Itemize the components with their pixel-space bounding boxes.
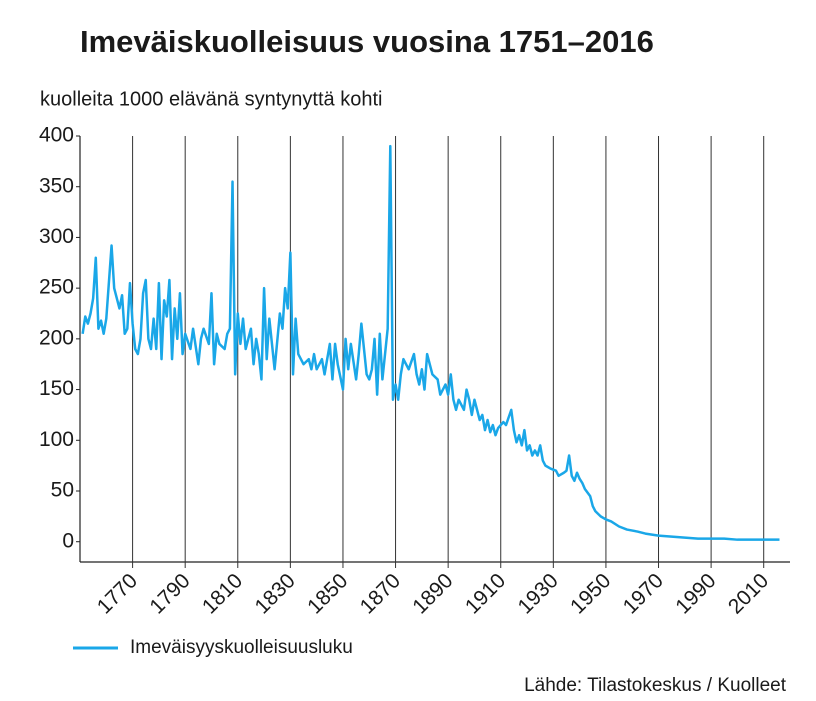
legend-label: Imeväisyyskuolleisuusluku xyxy=(130,637,353,658)
y-tick-label: 100 xyxy=(39,428,74,451)
x-tick-label: 2010 xyxy=(724,569,773,618)
x-tick-label: 1910 xyxy=(461,569,510,618)
y-tick-label: 200 xyxy=(39,326,74,349)
source-note: Lähde: Tilastokeskus / Kuolleet xyxy=(524,675,787,696)
x-tick-label: 1850 xyxy=(303,569,352,618)
x-tick-label: 1950 xyxy=(566,569,615,618)
y-tick-label: 250 xyxy=(39,276,74,299)
x-tick-label: 1810 xyxy=(198,569,247,618)
x-tick-label: 1990 xyxy=(671,569,720,618)
x-tick-label: 1870 xyxy=(356,569,405,618)
x-tick-label: 1890 xyxy=(408,569,457,618)
chart-subtitle: kuolleita 1000 elävänä syntynyttä kohti xyxy=(40,88,382,110)
x-tick-label: 1970 xyxy=(619,569,668,618)
y-tick-label: 150 xyxy=(39,377,74,400)
x-tick-label: 1830 xyxy=(251,569,300,618)
chart-title: Imeväiskuolleisuus vuosina 1751–2016 xyxy=(80,24,654,59)
y-tick-label: 350 xyxy=(39,174,74,197)
y-tick-label: 300 xyxy=(39,225,74,248)
x-tick-label: 1790 xyxy=(145,569,194,618)
data-line xyxy=(81,144,780,541)
y-tick-label: 50 xyxy=(51,479,74,502)
y-tick-label: 0 xyxy=(62,529,74,552)
x-tick-label: 1930 xyxy=(513,569,562,618)
x-tick-label: 1770 xyxy=(93,569,142,618)
y-tick-label: 400 xyxy=(39,124,74,147)
